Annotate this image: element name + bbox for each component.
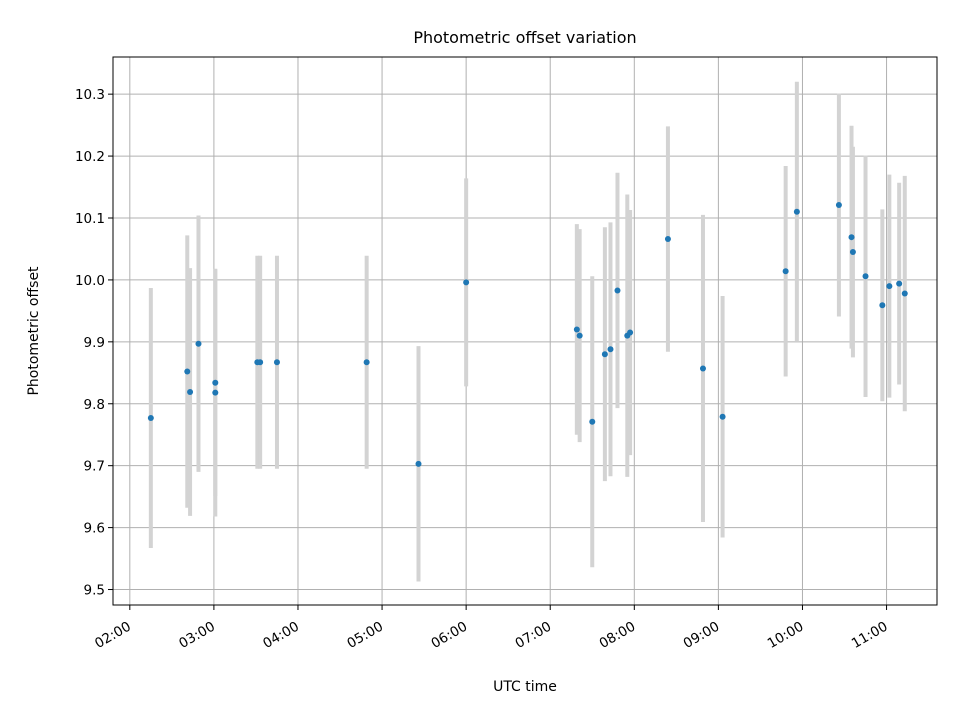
y-tick-label: 10.0 <box>75 273 105 289</box>
y-tick-label: 9.7 <box>84 459 105 475</box>
data-points <box>147 201 908 467</box>
data-point <box>187 388 194 395</box>
data-point <box>607 346 614 353</box>
data-point <box>212 379 219 386</box>
data-point <box>901 290 908 297</box>
data-point <box>719 413 726 420</box>
y-tick-label: 9.9 <box>84 335 105 351</box>
plot-frame <box>112 56 938 606</box>
y-tick-label: 10.3 <box>75 87 105 103</box>
y-tick-label: 10.2 <box>75 149 105 165</box>
data-point <box>664 236 671 243</box>
data-point <box>614 287 621 294</box>
chart-title: Photometric offset variation <box>413 28 636 47</box>
data-point <box>184 368 191 375</box>
data-point <box>273 359 280 366</box>
data-point <box>879 302 886 309</box>
y-tick-label: 9.6 <box>84 521 105 537</box>
data-point <box>257 359 264 366</box>
y-axis: 9.5 9.6 9.7 9.8 9.9 10.0 10.1 10.2 10.3 <box>75 87 113 599</box>
data-point <box>363 359 370 366</box>
data-point <box>862 273 869 280</box>
data-point <box>782 268 789 275</box>
data-point <box>848 234 855 241</box>
data-point <box>573 326 580 333</box>
data-point <box>896 280 903 287</box>
y-tick-label: 10.1 <box>75 211 105 227</box>
data-point <box>147 414 154 421</box>
data-point <box>699 365 706 372</box>
y-tick-label: 9.5 <box>84 583 105 599</box>
grid <box>113 57 937 605</box>
y-axis-label: Photometric offset <box>26 266 42 396</box>
data-point <box>835 201 842 208</box>
data-point <box>589 418 596 425</box>
y-tick-label: 9.8 <box>84 397 105 413</box>
data-point <box>627 329 634 336</box>
data-point <box>849 249 856 256</box>
data-point <box>886 283 893 290</box>
data-point <box>463 279 470 286</box>
x-axis-label: UTC time <box>493 679 557 695</box>
data-point <box>195 340 202 347</box>
data-point <box>576 332 583 339</box>
data-point <box>601 351 608 358</box>
data-point <box>415 460 422 467</box>
data-point <box>212 389 219 396</box>
data-point <box>793 208 800 215</box>
